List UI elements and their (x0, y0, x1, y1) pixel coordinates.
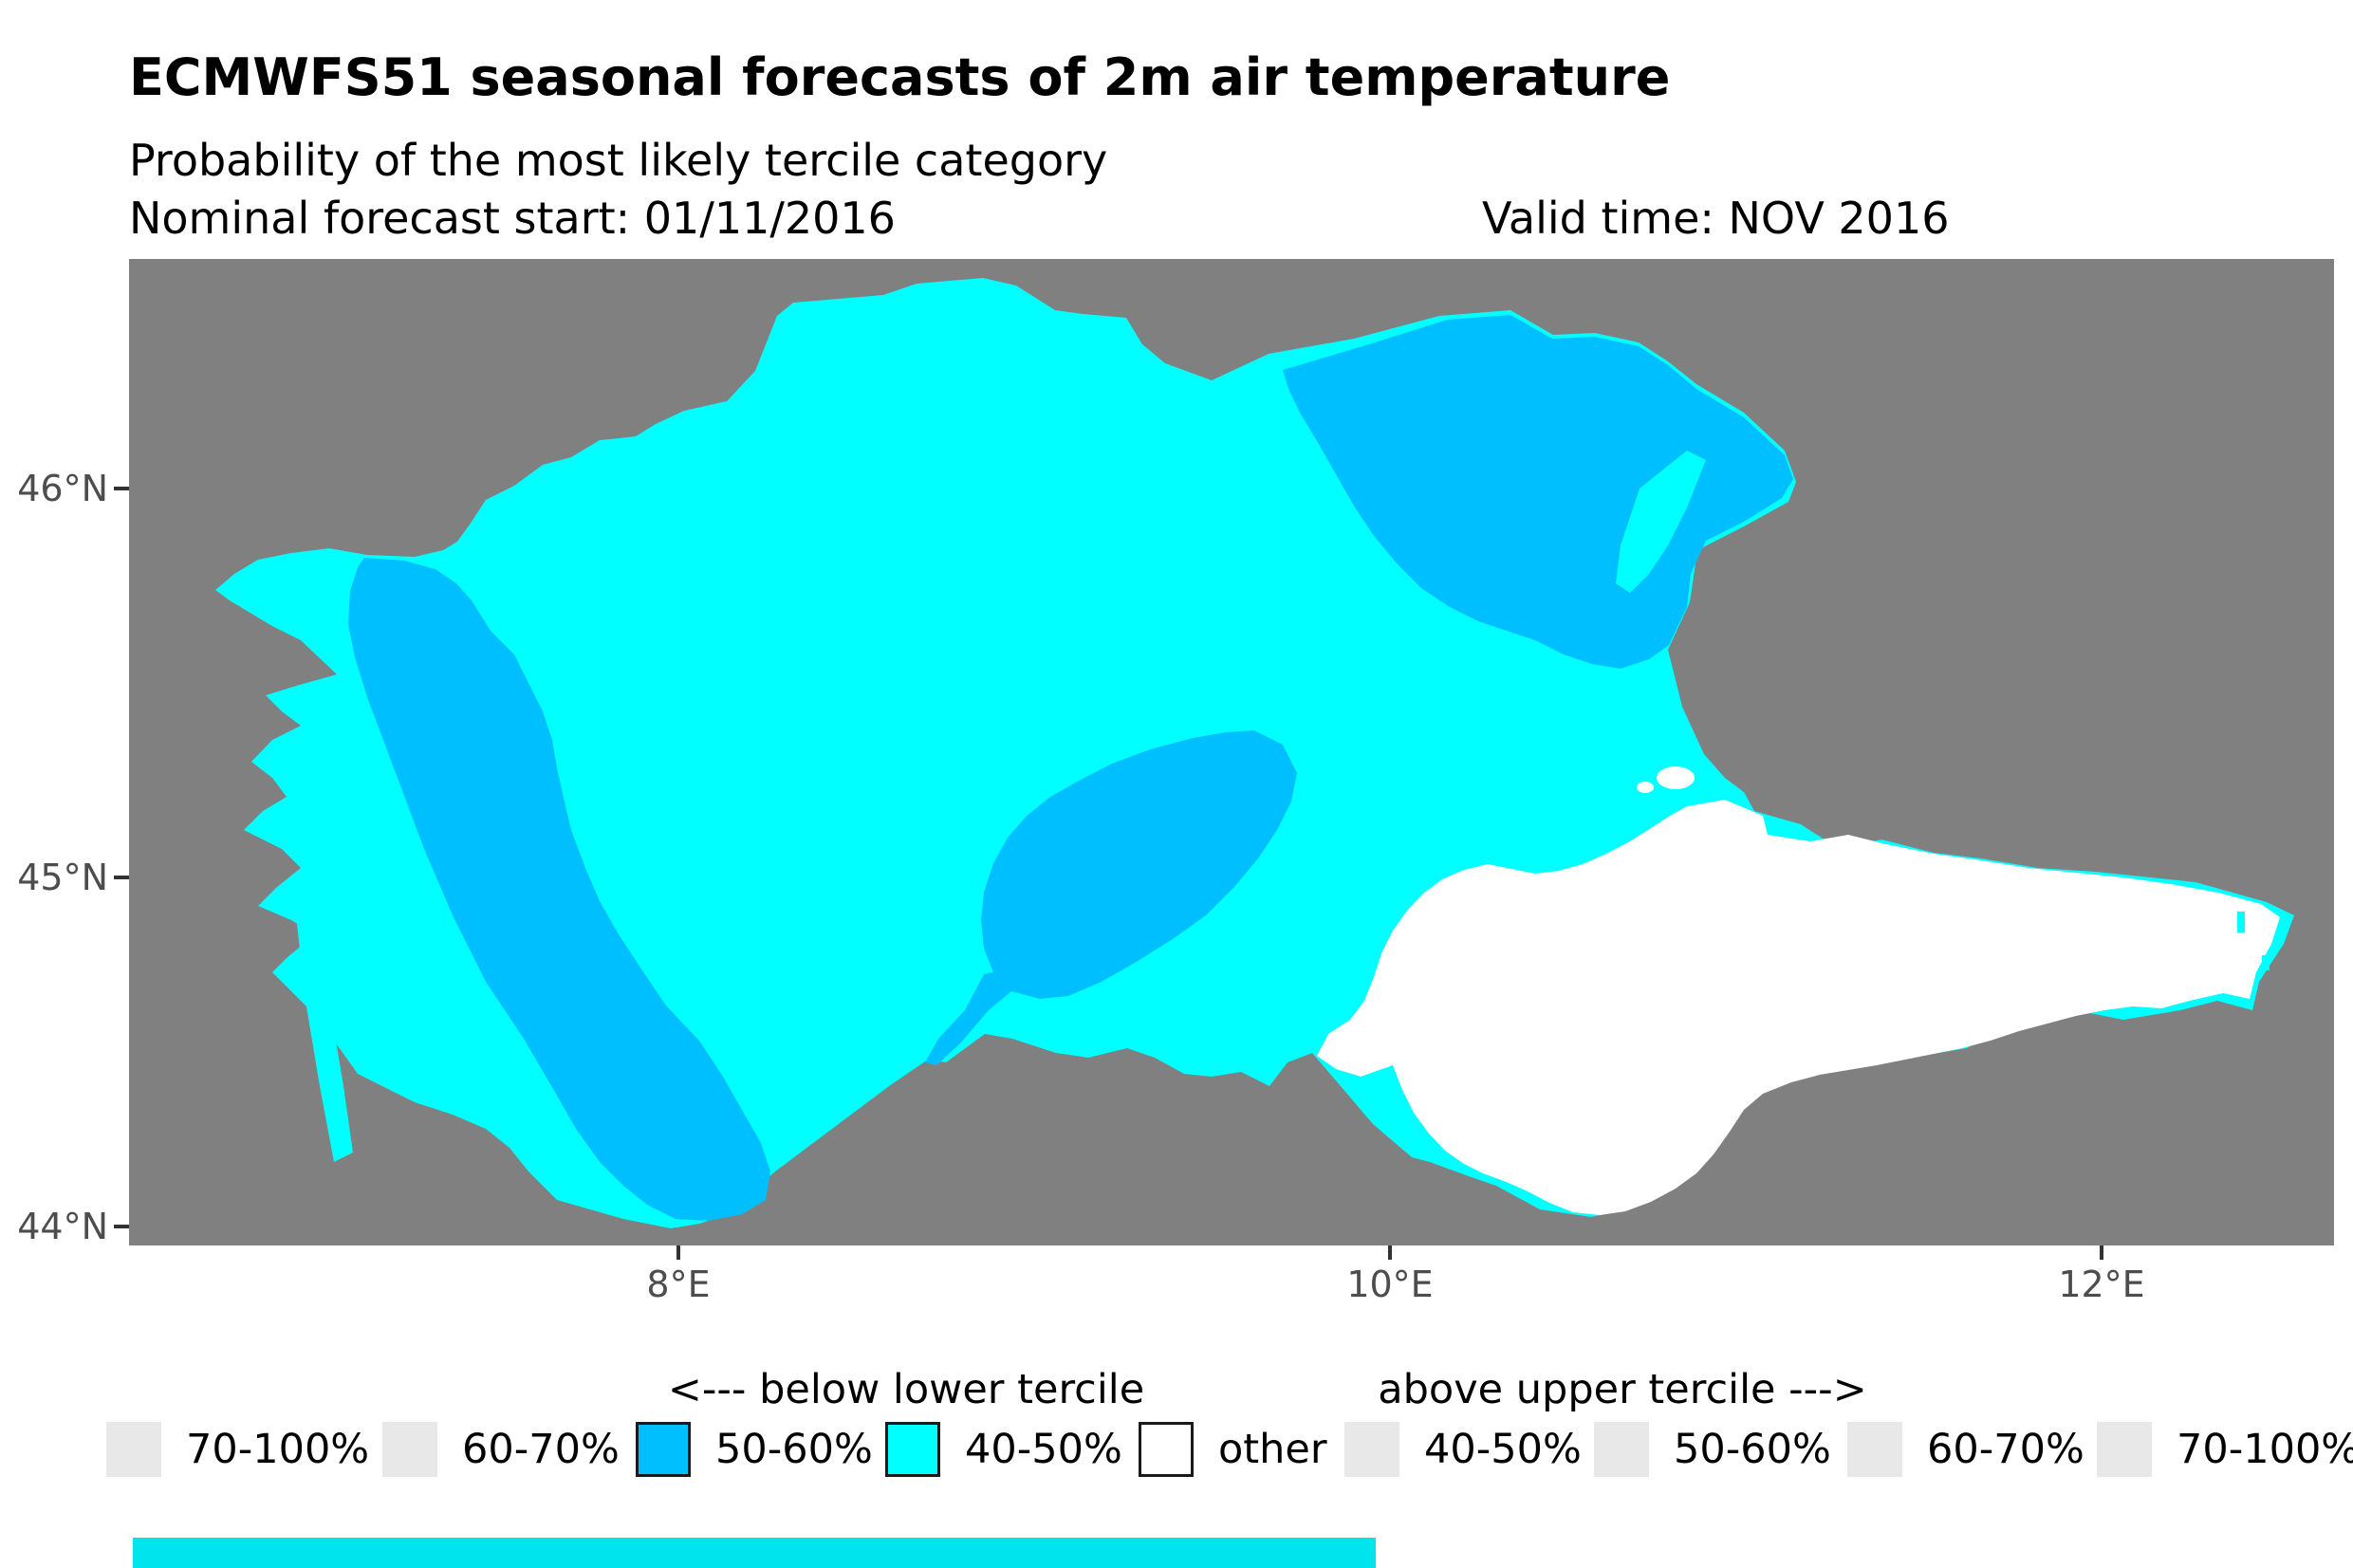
map-region-west-cyan-sliver (296, 911, 353, 1162)
legend-item-above-60-70: 60-70% (1847, 1422, 2084, 1477)
map-region-center-50-60-below (925, 730, 1297, 1065)
legend-item-label: 50-60% (1674, 1426, 1831, 1473)
legend-swatch (106, 1422, 161, 1477)
map-cyan-speck (2262, 955, 2270, 970)
legend-swatch (1594, 1422, 1649, 1477)
legend-swatch (382, 1422, 437, 1477)
legend-item-above-40-50: 40-50% (1344, 1422, 1582, 1477)
legend-item-below-70-100: 70-100% (106, 1422, 369, 1477)
ytick-label-46n: 46°N (17, 468, 108, 509)
map-region-other-patch-small (1637, 782, 1654, 793)
map-region-southeast-other (1317, 800, 2280, 1215)
forecast-start-label: Nominal forecast start: 01/11/2016 (129, 193, 896, 244)
legend-item-other: other (1139, 1422, 1327, 1477)
legend-swatch (1139, 1422, 1194, 1477)
legend-item-label: 70-100% (2177, 1426, 2353, 1473)
xtick-mark-10e (1388, 1245, 1392, 1260)
legend-item-above-70-100: 70-100% (2097, 1422, 2353, 1477)
legend-item-below-50-60: 50-60% (636, 1422, 873, 1477)
xtick-label-8e: 8°E (646, 1264, 711, 1305)
legend-item-label: 40-50% (965, 1426, 1122, 1473)
map-region-northeast-cyan-sliver (1616, 451, 1706, 593)
xtick-mark-12e (2100, 1245, 2103, 1260)
xtick-label-12e: 12°E (2058, 1264, 2145, 1305)
map-region-west-50-60-below (348, 558, 770, 1221)
valid-time-label: Valid time: NOV 2016 (1482, 193, 1950, 244)
ytick-mark-46n (114, 487, 129, 490)
figure-subtitle: Probability of the most likely tercile c… (129, 135, 1108, 186)
legend-item-label: 50-60% (715, 1426, 873, 1473)
legend-item-below-60-70: 60-70% (382, 1422, 620, 1477)
legend-item-label: 40-50% (1424, 1426, 1582, 1473)
legend-swatch (1344, 1422, 1399, 1477)
legend-item-label: 60-70% (1927, 1426, 2084, 1473)
map-region-other-patch (1657, 766, 1695, 789)
legend-header-below: <--- below lower tercile (667, 1366, 1145, 1413)
map-region-northeast-50-60-below (1283, 315, 1793, 669)
xtick-label-10e: 10°E (1346, 1264, 1434, 1305)
legend-item-label: 70-100% (186, 1426, 370, 1473)
ytick-mark-44n (114, 1225, 129, 1228)
xtick-mark-8e (676, 1245, 680, 1260)
animation-progress-bar[interactable] (133, 1538, 1376, 1568)
legend-item-label: 60-70% (462, 1426, 620, 1473)
legend-swatch (636, 1422, 691, 1477)
ytick-mark-45n (114, 876, 129, 879)
legend-swatch (1847, 1422, 1902, 1477)
legend-item-label: other (1218, 1426, 1327, 1473)
ytick-label-44n: 44°N (17, 1206, 108, 1247)
legend-item-below-40-50: 40-50% (885, 1422, 1122, 1477)
legend-swatch (885, 1422, 940, 1477)
page-title: ECMWFS51 seasonal forecasts of 2m air te… (129, 47, 1671, 107)
map-cyan-speck (2237, 912, 2245, 932)
ytick-label-45n: 45°N (17, 857, 108, 898)
map-panel (129, 259, 2334, 1245)
legend-item-above-50-60: 50-60% (1594, 1422, 1831, 1477)
legend-swatch (2097, 1422, 2152, 1477)
forecast-map (129, 259, 2334, 1245)
legend-header-above: above upper tercile ---> (1378, 1366, 1867, 1413)
